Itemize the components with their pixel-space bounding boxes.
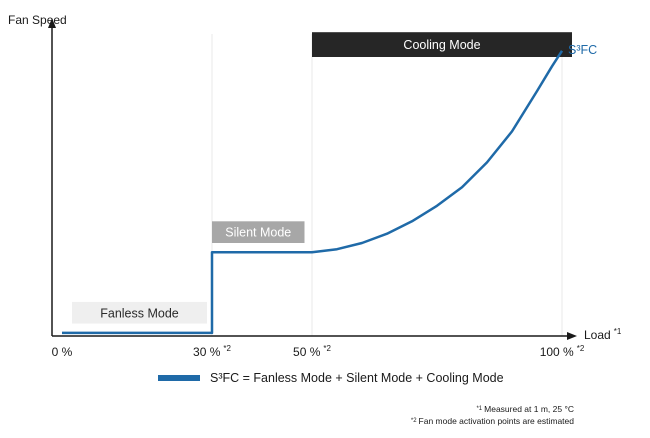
x-tick-labels: 0 % 30 % *2 50 % *2 100 % *2	[52, 344, 585, 359]
mode-band-label-2: Cooling Mode	[403, 38, 480, 52]
mode-band-label-1: Silent Mode	[225, 226, 291, 240]
mode-band-label-0: Fanless Mode	[100, 306, 179, 320]
x-tick-value-2: 50 %	[293, 345, 321, 359]
footnote-0: *1 Measured at 1 m, 25 °C	[476, 404, 574, 414]
x-tick-label-3: 100 % *2	[540, 344, 585, 359]
mode-band-1	[212, 221, 305, 243]
x-tick-label-0: 0 %	[52, 345, 73, 359]
legend-swatch	[158, 375, 200, 381]
x-tick-label-1: 30 % *2	[193, 344, 231, 359]
y-axis-title: Fan Speed	[8, 13, 67, 27]
x-axis-title: Load *1	[584, 327, 622, 342]
grid-lines	[211, 34, 563, 336]
axes	[48, 18, 577, 340]
x-tick-note-3: *2	[577, 344, 585, 353]
y-axis-arrow	[48, 18, 56, 28]
legend-text: S³FC = Fanless Mode + Silent Mode + Cool…	[210, 371, 504, 385]
mode-bands: Fanless Mode Silent Mode Cooling Mode	[72, 32, 572, 324]
x-tick-value-0: 0 %	[52, 345, 73, 359]
footnotes: *1 Measured at 1 m, 25 °C *2 Fan mode activ…	[411, 404, 574, 426]
series-line-0	[62, 50, 564, 335]
footnote-text-1: Fan mode activation points are estimated	[419, 416, 575, 426]
mode-band-0	[72, 301, 207, 324]
x-axis-arrow	[567, 332, 577, 340]
footnote-mark-0: *1	[476, 406, 482, 412]
x-tick-label-2: 50 % *2	[293, 344, 331, 359]
x-tick-note-2: *2	[323, 344, 331, 353]
footnote-mark-1: *2	[411, 418, 417, 424]
x-tick-value-1: 30 %	[193, 345, 221, 359]
footnote-1: *2 Fan mode activation points are estimat…	[411, 416, 574, 426]
legend: S³FC = Fanless Mode + Silent Mode + Cool…	[158, 371, 504, 385]
x-tick-value-3: 100 %	[540, 345, 574, 359]
footnote-text-0: Measured at 1 m, 25 °C	[484, 404, 574, 414]
series-lines: S³FC	[62, 43, 597, 335]
series-label-0: S³FC	[568, 43, 597, 57]
mode-band-2	[312, 32, 572, 57]
x-tick-note-1: *2	[223, 344, 231, 353]
